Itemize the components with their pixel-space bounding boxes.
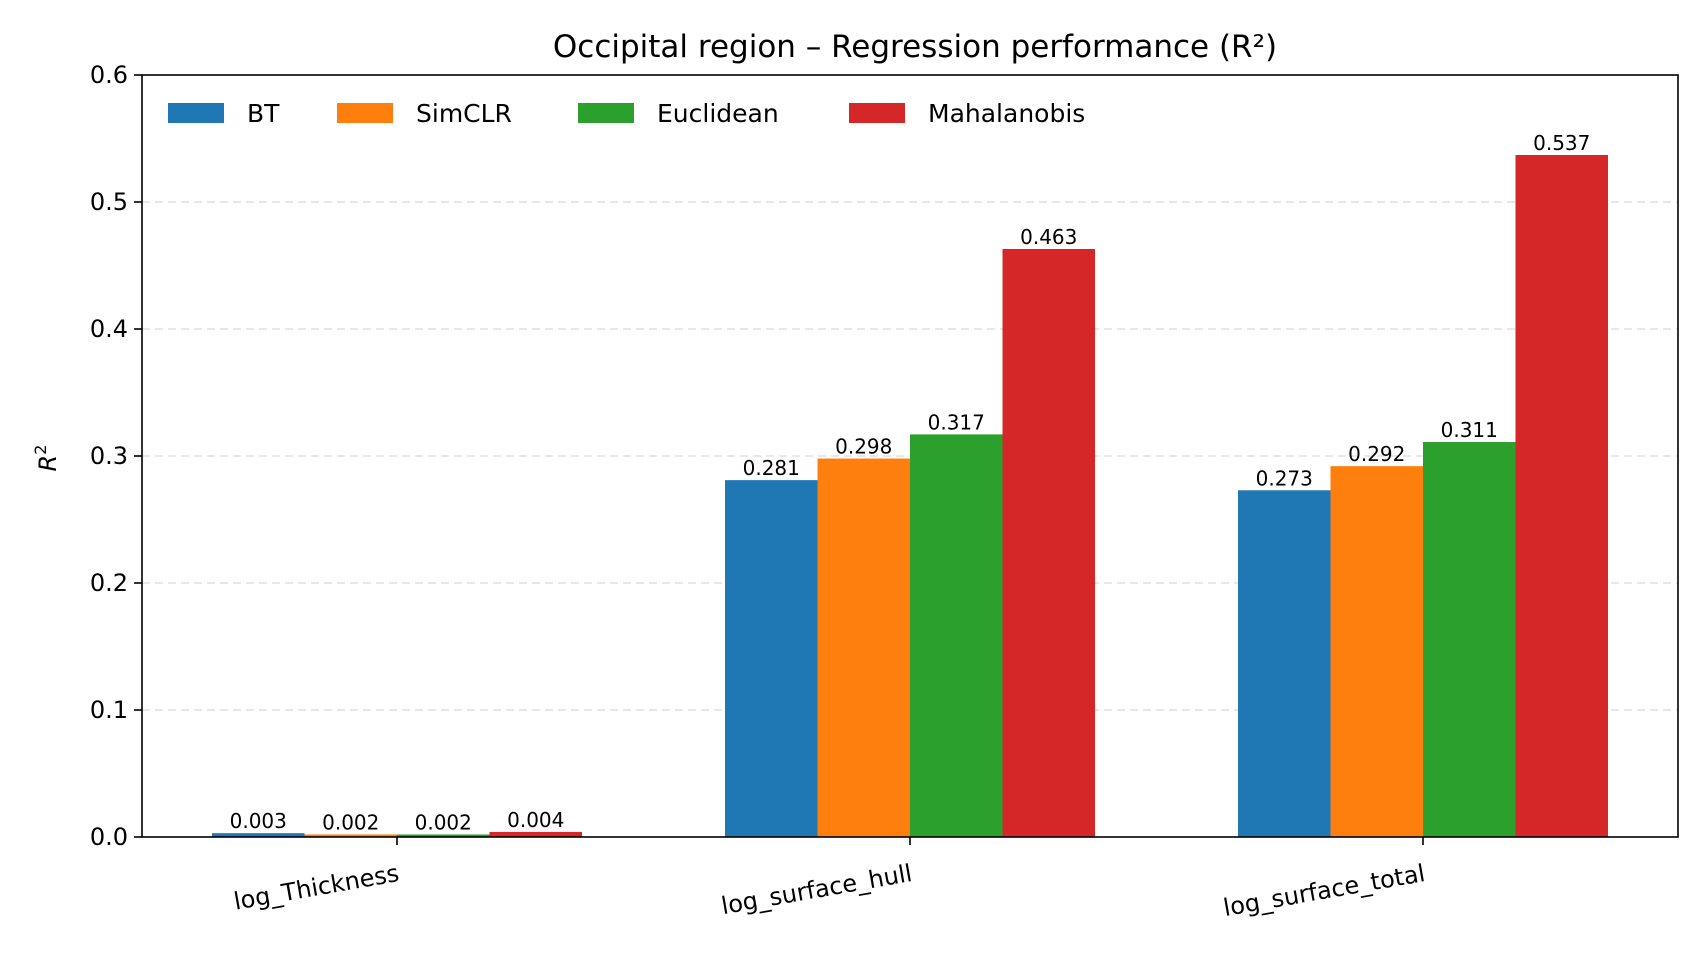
y-tick-label: 0.4 [90, 315, 128, 343]
x-tick-label: log_surface_hull [719, 859, 914, 920]
bar-mahalanobis-log-surface-hull [1002, 248, 1095, 838]
data-label: 0.281 [743, 456, 800, 480]
data-label: 0.463 [1020, 225, 1077, 249]
data-label: 0.003 [230, 809, 287, 833]
legend: BT SimCLR Euclidean Mahalanobis [168, 99, 1085, 128]
data-label: 0.292 [1348, 442, 1405, 466]
bar-euclidean-log-surface-total [1423, 442, 1516, 837]
data-label: 0.002 [322, 810, 379, 834]
bar-simclr-log-thickness [304, 834, 397, 837]
y-axis-label: R2 [31, 445, 62, 472]
y-tick-label: 0.2 [90, 569, 128, 597]
legend-label-simclr: SimCLR [416, 99, 512, 128]
x-axis: log_Thickness log_surface_hull log_surface… [232, 837, 1427, 922]
y-axis-label-base: R [34, 455, 62, 472]
data-label: 0.004 [507, 808, 564, 832]
chart-title: Occipital region – Regression performanc… [553, 29, 1277, 65]
legend-label-euclidean: Euclidean [657, 99, 779, 128]
y-tick-label: 0.3 [90, 442, 128, 470]
bar-euclidean-log-thickness [397, 834, 490, 837]
data-label: 0.311 [1441, 418, 1498, 442]
y-axis: 0.0 0.1 0.2 0.3 0.4 0.5 0.6 [90, 61, 142, 851]
bar-bt-log-surface-hull [725, 480, 818, 837]
legend-swatch-mahalanobis [849, 103, 905, 123]
bar-bt-log-thickness [212, 833, 305, 837]
legend-swatch-simclr [337, 103, 393, 123]
legend-swatch-euclidean [578, 103, 634, 123]
y-tick-label: 0.1 [90, 696, 128, 724]
y-tick-label: 0.0 [90, 823, 128, 851]
legend-swatch-bt [168, 103, 224, 123]
bar-mahalanobis-log-thickness [489, 831, 582, 837]
bar-mahalanobis-log-surface-total [1515, 155, 1608, 837]
bar-simclr-log-surface-total [1330, 466, 1423, 837]
x-tick-label: log_Thickness [232, 859, 402, 916]
legend-label-mahalanobis: Mahalanobis [928, 99, 1085, 128]
data-label: 0.537 [1533, 131, 1590, 155]
bars-layer [212, 155, 1608, 838]
data-label: 0.298 [835, 435, 892, 459]
legend-label-bt: BT [247, 99, 280, 128]
data-label: 0.273 [1256, 466, 1313, 490]
data-label: 0.002 [415, 810, 472, 834]
bar-simclr-log-surface-hull [817, 458, 910, 837]
bar-bt-log-surface-total [1238, 490, 1331, 837]
y-tick-label: 0.6 [90, 61, 128, 89]
data-labels-layer: 0.003 0.002 0.002 0.004 0.281 0.298 0.317 0.463… [230, 131, 1591, 834]
data-label: 0.317 [928, 410, 985, 434]
y-axis-label-superscript: 2 [31, 445, 50, 455]
y-tick-label: 0.5 [90, 188, 128, 216]
x-tick-label: log_surface_total [1221, 859, 1427, 922]
bar-euclidean-log-surface-hull [910, 434, 1003, 837]
